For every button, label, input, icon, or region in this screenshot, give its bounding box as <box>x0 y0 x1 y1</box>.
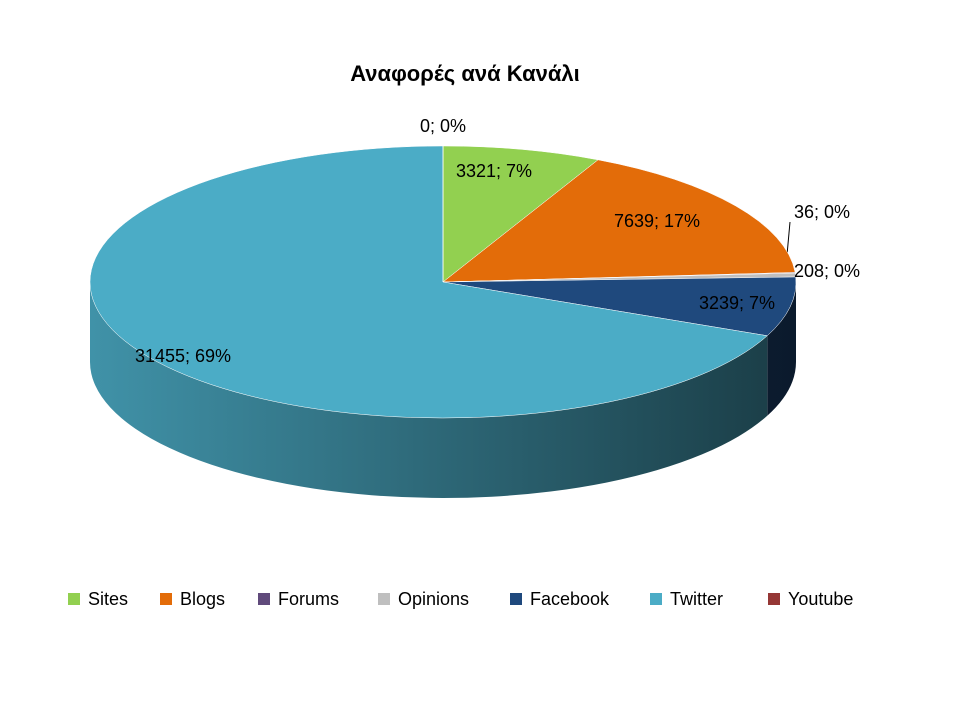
slice <box>442 159 796 283</box>
slice-side <box>767 282 796 416</box>
data-label: 31455; 69% <box>135 346 231 366</box>
data-label: 3321; 7% <box>456 161 532 181</box>
slice <box>89 145 768 419</box>
legend-label: Blogs <box>180 589 225 609</box>
legend-swatch <box>68 593 80 605</box>
data-label: 208; 0% <box>794 261 860 281</box>
legend-swatch <box>160 593 172 605</box>
slice <box>442 145 599 283</box>
legend-label: Sites <box>88 589 128 609</box>
data-label: 7639; 17% <box>614 211 700 231</box>
slice <box>442 276 797 337</box>
data-label: 36; 0% <box>794 202 850 222</box>
legend-label: Twitter <box>670 589 723 609</box>
legend-label: Youtube <box>788 589 853 609</box>
chart-title: Αναφορές ανά Κανάλι <box>350 61 580 86</box>
data-label: 0; 0% <box>420 116 466 136</box>
legend-label: Forums <box>278 589 339 609</box>
legend-swatch <box>768 593 780 605</box>
legend-label: Facebook <box>530 589 610 609</box>
legend-swatch <box>378 593 390 605</box>
legend-swatch <box>510 593 522 605</box>
slice-side <box>89 282 768 499</box>
data-label: 3239; 7% <box>699 293 775 313</box>
legend-label: Opinions <box>398 589 469 609</box>
legend-swatch <box>258 593 270 605</box>
legend-swatch <box>650 593 662 605</box>
